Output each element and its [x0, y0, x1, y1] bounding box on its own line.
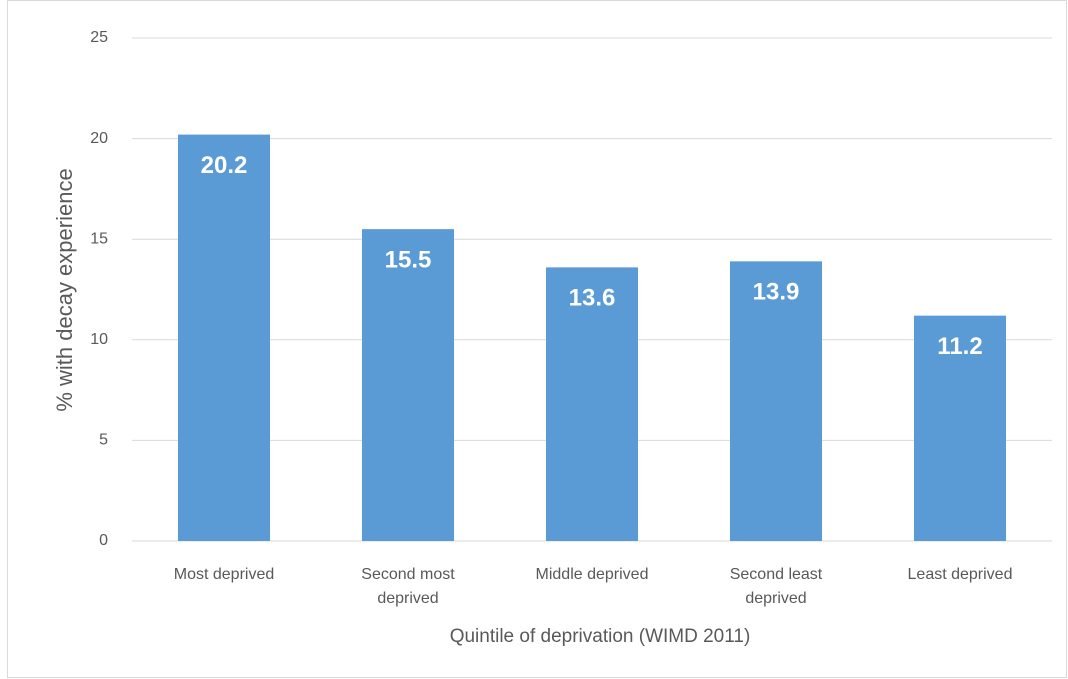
x-tick-label: Second most deprived [361, 566, 455, 607]
y-tick-label: 25 [90, 29, 108, 46]
x-axis-title: Quintile of deprivation (WIMD 2011) [450, 626, 751, 647]
bar [178, 134, 270, 542]
y-tick-label: 5 [99, 432, 108, 449]
data-label: 13.9 [753, 279, 800, 306]
bar [362, 229, 454, 541]
y-tick-label: 15 [90, 230, 108, 247]
bar [730, 261, 822, 541]
y-tick-label: 20 [90, 130, 108, 147]
data-label: 11.2 [937, 333, 982, 360]
bar [546, 267, 638, 541]
y-tick-label: 0 [99, 532, 108, 549]
x-tick-label: Least deprived [907, 566, 1013, 583]
x-tick-label: Most deprived [173, 566, 275, 583]
y-tick-label: 10 [90, 331, 108, 348]
bar [914, 315, 1006, 541]
y-axis-title: % with decay experience [52, 168, 77, 411]
x-tick-label: Middle deprived [535, 566, 649, 583]
data-label: 13.6 [569, 285, 616, 312]
data-label: 15.5 [385, 246, 432, 273]
x-tick-label: Second least deprived [729, 566, 823, 607]
data-label: 20.2 [201, 152, 248, 179]
